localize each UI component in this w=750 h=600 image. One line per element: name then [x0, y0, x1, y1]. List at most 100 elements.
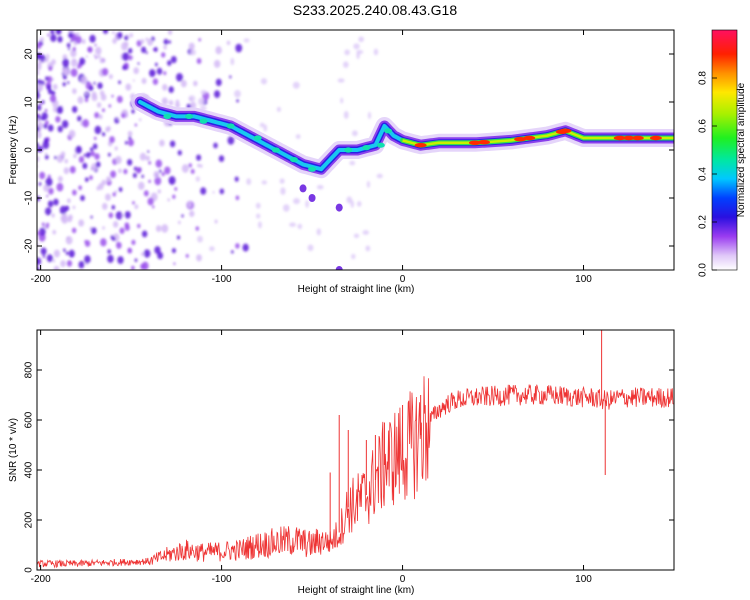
noise-blob [190, 101, 197, 110]
noise-blob [343, 110, 349, 119]
noise-blob [231, 250, 234, 254]
noise-blob [141, 77, 147, 85]
noise-blob [111, 205, 116, 210]
noise-blob [161, 97, 168, 106]
noise-blob [81, 39, 86, 44]
noise-blob [181, 214, 184, 218]
noise-blob [106, 176, 112, 183]
noise-blob [219, 188, 225, 195]
noise-blob [187, 200, 192, 209]
ridge-blob [163, 113, 172, 119]
ridge-hotspot [514, 137, 527, 142]
noise-blob [53, 198, 59, 206]
noise-blob [137, 223, 141, 229]
noise-blob [108, 74, 113, 80]
noise-blob [197, 163, 201, 168]
noise-blob [96, 102, 102, 108]
noise-blob [90, 151, 95, 157]
noise-blob [180, 79, 187, 88]
noise-blob [53, 249, 61, 258]
noise-blob [82, 162, 88, 169]
snr-y-label: SNR (10 * v/v) [8, 418, 19, 482]
noise-blob [147, 197, 154, 206]
noise-blob [255, 202, 261, 209]
y-tick-label: 400 [24, 461, 35, 478]
noise-blob [44, 152, 48, 156]
noise-blob [358, 36, 365, 43]
noise-blob [39, 102, 42, 106]
noise-blob [236, 99, 239, 103]
noise-blob [161, 172, 165, 177]
noise-blob [163, 71, 167, 76]
noise-blob [83, 153, 86, 157]
noise-blob [62, 82, 66, 87]
noise-blob [93, 136, 97, 141]
noise-blob [94, 43, 97, 47]
colorbar: 0.0 0.2 0.4 0.6 0.8 Normalized spectral ampl… [698, 29, 747, 277]
noise-blob [85, 55, 88, 58]
noise-blob [168, 40, 172, 44]
noise-blob [78, 219, 85, 227]
noise-blob [71, 105, 78, 113]
noise-blob [102, 30, 109, 34]
noise-blob [111, 94, 114, 98]
noise-blob [175, 102, 181, 109]
noise-blob [132, 172, 137, 178]
noise-blob [107, 254, 114, 263]
noise-blob [289, 222, 296, 227]
noise-blob [235, 43, 243, 53]
colorbar-tick-label: 0.0 [698, 263, 709, 277]
noise-blob [52, 259, 56, 263]
noise-blob [52, 106, 58, 113]
noise-blob [100, 93, 107, 101]
noise-blob [112, 38, 117, 44]
noise-blob [167, 30, 173, 35]
noise-blob [230, 57, 235, 66]
noise-blob [43, 59, 46, 63]
x-tick-label: 100 [575, 274, 592, 285]
noise-blob [172, 194, 176, 199]
ridge-blob [376, 142, 385, 148]
noise-blob [139, 152, 147, 161]
x-tick-label: 0 [400, 574, 406, 585]
noise-blob [213, 90, 221, 98]
ridge-blob [253, 135, 262, 141]
noise-blob [175, 72, 183, 82]
noise-blob [235, 195, 240, 201]
y-tick-label: 0 [24, 567, 35, 573]
noise-blob [82, 119, 90, 128]
noise-blob [131, 109, 135, 114]
ridge-hotspot [559, 128, 572, 133]
noise-blob [87, 46, 93, 53]
noise-blob [154, 176, 162, 186]
noise-blob [118, 80, 121, 85]
noise-blob [351, 253, 356, 260]
noise-blob [153, 170, 160, 179]
noise-blob [71, 227, 77, 234]
noise-blob [116, 117, 120, 120]
noise-blob [97, 54, 101, 59]
spectrogram-ridge [131, 93, 674, 270]
noise-blob [108, 212, 114, 219]
noise-blob [242, 243, 249, 252]
noise-blob [70, 39, 73, 43]
noise-blob [43, 137, 49, 144]
noise-blob [44, 154, 49, 160]
noise-blob [114, 146, 118, 151]
noise-blob [162, 84, 168, 91]
noise-blob [69, 165, 76, 174]
noise-blob [196, 58, 202, 64]
noise-blob [213, 59, 221, 68]
noise-blob [140, 39, 145, 44]
noise-blob [163, 45, 167, 50]
noise-blob [177, 220, 181, 225]
noise-blob [53, 265, 60, 270]
noise-blob [94, 125, 102, 135]
noise-blob [340, 97, 344, 104]
noise-blob [149, 69, 156, 78]
noise-blob [46, 76, 53, 83]
noise-blob [105, 126, 110, 133]
noise-blob [37, 257, 42, 266]
noise-blob [68, 249, 75, 258]
noise-blob [37, 126, 40, 132]
